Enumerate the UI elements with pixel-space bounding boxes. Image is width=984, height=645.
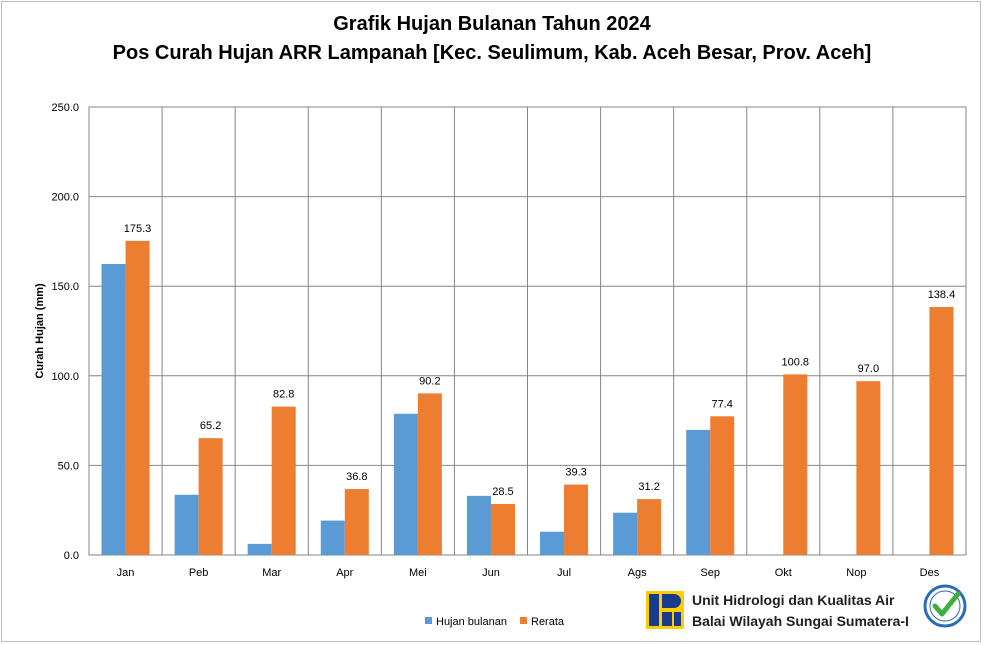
- data-label-ags: 31.2: [638, 481, 659, 493]
- legend-label: Hujan bulanan: [436, 616, 507, 628]
- legend-swatch: [520, 617, 527, 624]
- bar-rerata-des: [929, 306, 954, 555]
- bars: [101, 240, 954, 555]
- data-label-jan: 175.3: [124, 223, 152, 235]
- data-label-mar: 82.8: [273, 389, 294, 401]
- x-tick-label: Nop: [846, 567, 866, 579]
- y-tick-label: 250.0: [51, 102, 79, 114]
- y-tick-label: 50.0: [58, 460, 79, 472]
- bar-hujan-apr: [320, 520, 345, 555]
- data-label-apr: 36.8: [346, 471, 367, 483]
- x-tick-label: Jul: [557, 567, 571, 579]
- y-axis-label: Curah Hujan (mm): [34, 283, 46, 379]
- bar-rerata-nop: [856, 381, 881, 555]
- data-label-jul: 39.3: [565, 467, 586, 479]
- iso-certified-badge-icon: [923, 584, 967, 628]
- bar-hujan-mar: [247, 543, 272, 555]
- data-label-sep: 77.4: [711, 398, 732, 410]
- chart-title: Grafik Hujan Bulanan Tahun 2024: [333, 13, 651, 35]
- data-label-jun: 28.5: [492, 486, 513, 498]
- x-tick-labels: Jan Peb Mar Apr Mei Jun Jul Ags Sep Okt Nop Des: [117, 567, 940, 579]
- bar-rerata-sep: [710, 416, 735, 555]
- bar-rerata-apr: [344, 489, 369, 555]
- x-tick-label: Peb: [189, 567, 209, 579]
- bar-hujan-jul: [540, 531, 565, 555]
- bar-rerata-mei: [417, 393, 442, 555]
- x-tick-label: Jun: [482, 567, 500, 579]
- chart-subtitle: Pos Curah Hujan ARR Lampanah [Kec. Seuli…: [112, 42, 872, 64]
- x-tick-label: Mar: [262, 567, 281, 579]
- legend-label: Rerata: [531, 616, 565, 628]
- x-tick-label: Jan: [117, 567, 135, 579]
- x-tick-label: Ags: [628, 567, 647, 579]
- bar-rerata-peb: [198, 438, 223, 555]
- x-tick-label: Apr: [336, 567, 353, 579]
- data-label-nop: 97.0: [858, 363, 879, 375]
- bar-rerata-jun: [490, 503, 515, 555]
- pu-logo-icon: [646, 591, 684, 629]
- bar-hujan-peb: [174, 494, 199, 555]
- y-tick-label: 0.0: [64, 550, 79, 562]
- bar-hujan-ags: [613, 512, 638, 555]
- bar-hujan-sep: [686, 429, 711, 555]
- x-tick-label: Sep: [700, 567, 720, 579]
- data-label-peb: 65.2: [200, 420, 221, 432]
- x-tick-label: Des: [920, 567, 940, 579]
- data-label-okt: 100.8: [782, 356, 810, 368]
- bar-hujan-jan: [101, 263, 126, 555]
- grid-lines: [88, 106, 967, 556]
- bar-rerata-jan: [125, 240, 150, 555]
- y-tick-label: 200.0: [51, 192, 79, 204]
- y-tick-labels: 0.0 50.0 100.0 150.0 200.0 250.0: [51, 102, 79, 562]
- footer-unit-name: Unit Hidrologi dan Kualitas Air: [692, 592, 895, 608]
- bar-rerata-ags: [637, 499, 662, 555]
- bar-rerata-okt: [783, 374, 808, 555]
- bar-hujan-jun: [466, 495, 491, 555]
- data-label-des: 138.4: [928, 289, 956, 301]
- bar-rerata-jul: [564, 484, 589, 555]
- y-tick-label: 150.0: [51, 281, 79, 293]
- legend: Hujan bulanan Rerata: [425, 616, 565, 628]
- footer-balai-name: Balai Wilayah Sungai Sumatera-I: [692, 613, 909, 629]
- data-label-mei: 90.2: [419, 375, 440, 387]
- y-tick-label: 100.0: [51, 371, 79, 383]
- bar-hujan-mei: [393, 413, 418, 555]
- legend-swatch: [425, 617, 432, 624]
- bar-rerata-mar: [271, 406, 296, 555]
- x-tick-label: Mei: [409, 567, 427, 579]
- x-tick-label: Okt: [775, 567, 792, 579]
- data-labels: 175.3 65.2 82.8 36.8 90.2 28.5 39.3 31.2 77.4 100…: [124, 223, 955, 498]
